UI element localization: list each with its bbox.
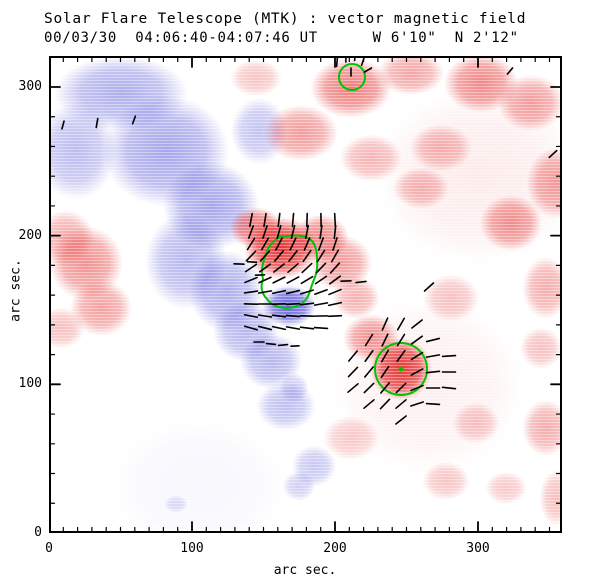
y-tick-label: 0 [34, 525, 42, 540]
field-blob-positive [469, 185, 553, 261]
green-contour [398, 366, 404, 372]
field-blob-negative [160, 492, 192, 516]
field-blob-negative [284, 438, 344, 494]
field-blob-negative [274, 368, 314, 408]
axis-ticks [49, 56, 562, 533]
vector-field [61, 56, 558, 425]
field-blob-positive [534, 460, 562, 533]
y-tick-label: 100 [18, 376, 42, 392]
field-blob-positive [514, 390, 562, 466]
field-blob-positive [513, 320, 562, 376]
x-axis-label: arc sec. [273, 563, 337, 578]
field-blob-positive [59, 270, 143, 346]
field-blob-positive [383, 160, 459, 216]
field-blob-negative [246, 373, 326, 439]
field-blob-positive [251, 95, 351, 171]
field-blob-positive [444, 395, 508, 451]
field-blob-negative [229, 323, 313, 399]
green-contour [374, 342, 428, 396]
figure-subtitle: 00/03/30 04:06:40-04:07:46 UT W 6'10" N … [44, 30, 519, 46]
x-tick-label: 100 [180, 541, 204, 556]
x-tick-label: 200 [323, 541, 347, 556]
green-contour [260, 234, 319, 310]
field-blob-positive [313, 408, 389, 468]
y-axis-label: arc sec. [8, 259, 24, 322]
field-blob-positive [299, 225, 383, 301]
plot-annotations [49, 56, 562, 533]
x-tick-label: 300 [466, 541, 490, 556]
y-tick-label: 300 [18, 78, 42, 94]
field-blob-positive [329, 126, 413, 190]
field-blob-negative [277, 466, 321, 506]
field-blob-positive [414, 455, 478, 507]
field-blob-positive [413, 266, 489, 330]
figure-title: Solar Flare Telescope (MTK) : vector mag… [44, 11, 527, 27]
field-blob-positive [514, 246, 562, 330]
magnetic-contours [260, 63, 428, 396]
green-contour [338, 63, 366, 91]
y-tick-label: 200 [18, 227, 42, 243]
plot-area [49, 56, 562, 533]
field-blob-positive [486, 65, 562, 141]
field-blob-negative [79, 396, 319, 533]
field-blob-positive [49, 213, 136, 313]
field-blob-positive [221, 56, 291, 103]
field-blob-positive [399, 116, 483, 180]
field-blob-positive [478, 466, 534, 510]
x-tick-label: 0 [45, 541, 53, 556]
